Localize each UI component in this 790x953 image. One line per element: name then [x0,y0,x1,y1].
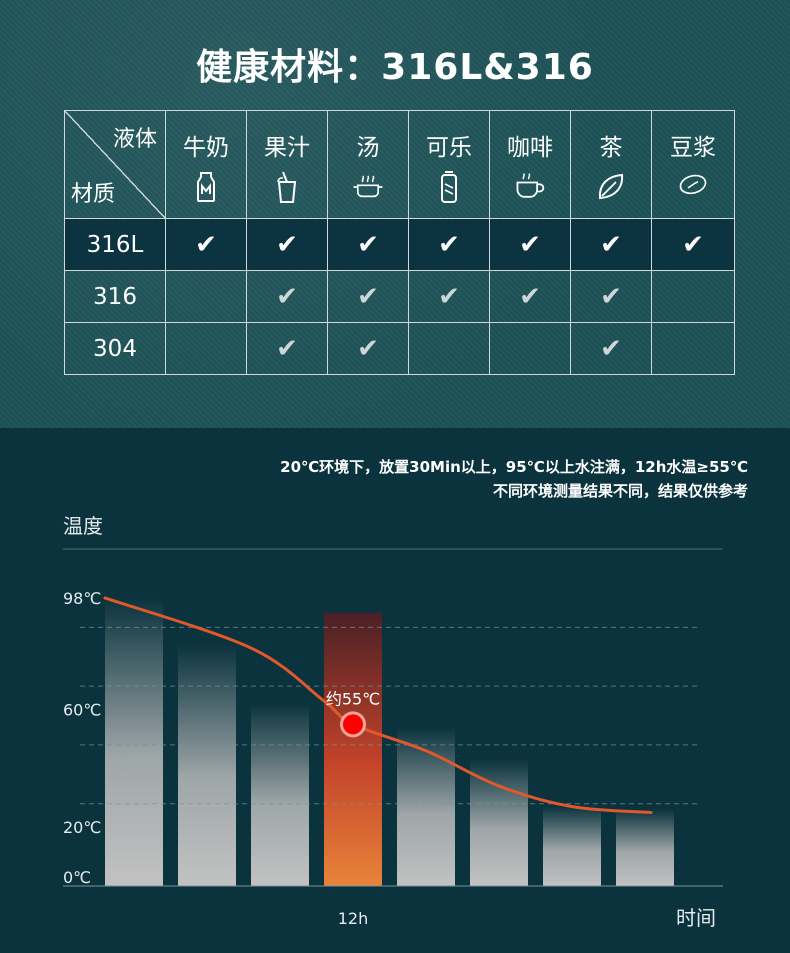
compat-cell: ✔ [408,270,490,323]
y-tick-label: 20℃ [63,818,101,837]
table-row: 316 ✔ ✔ ✔ ✔ ✔ [64,270,735,323]
test-condition-note: 20℃环境下，放置30Min以上，95℃以上水注满，12h水温≥55℃ [280,458,748,476]
liquid-column-header: 咖啡 [489,110,571,219]
compat-cell: ✔ [489,270,571,323]
compat-cell [651,322,735,375]
corner-label-material: 材质 [71,182,116,207]
bean-icon [676,170,710,204]
disclaimer-note: 不同环境测量结果不同，结果仅供参考 [492,482,748,500]
material-name: 304 [64,322,166,375]
liquid-name: 汤 [356,134,380,161]
compat-cell [408,322,490,375]
milk-bottle-icon [189,170,223,204]
checkmark-icon: ✔ [438,229,460,260]
checkmark-icon: ✔ [195,229,217,260]
checkmark-icon: ✔ [276,229,298,260]
y-tick-label: 98℃ [63,589,101,608]
page-title: 健康材料：316L&316 [196,47,594,88]
y-tick-label: 60℃ [63,701,101,720]
liquid-column-header: 可乐 [408,110,490,219]
compat-cell [489,322,571,375]
temperature-curve [103,596,653,815]
liquid-name: 豆浆 [670,134,716,161]
liquid-name: 茶 [599,134,623,161]
coffee-cup-icon [513,170,547,204]
material-name: 316 [64,270,166,323]
checkmark-icon: ✔ [600,229,622,260]
compat-cell [165,270,247,323]
material-name: 316L [64,218,166,271]
marker-dot [343,714,363,735]
liquid-name: 牛奶 [183,134,229,161]
y-tick-label: 0℃ [63,868,91,887]
bar-highlight [324,612,382,886]
compat-cell: ✔ [246,270,328,323]
corner-label-liquid: 液体 [112,127,157,152]
checkmark-icon: ✔ [357,229,379,260]
marker-label: 约55℃ [326,689,380,708]
checkmark-icon: ✔ [357,281,379,312]
compat-cell: ✔ [246,218,328,271]
checkmark-icon: ✔ [600,333,622,364]
compat-cell [165,322,247,375]
compat-cell: ✔ [246,322,328,375]
bar [105,597,163,886]
bar [178,644,236,886]
checkmark-icon: ✔ [357,333,379,364]
liquid-column-header: 茶 [570,110,652,219]
compat-cell: ✔ [327,218,409,271]
liquid-name: 咖啡 [507,134,553,161]
liquid-name: 果汁 [264,134,310,161]
liquid-column-header: 豆浆 [651,110,735,219]
liquid-column-header: 牛奶 [165,110,247,219]
soda-can-icon [432,170,466,204]
bar [251,703,309,886]
x-tick-label: 12h [338,909,369,928]
table-row: 304 ✔ ✔ ✔ [64,322,735,375]
chart-x-axis-title: 时间 [676,906,716,930]
table-header-row: 液体 材质 牛奶 果汁 汤 可乐 咖啡 茶 豆浆 [64,110,735,219]
checkmark-icon: ✔ [276,333,298,364]
checkmark-icon: ✔ [276,281,298,312]
checkmark-icon: ✔ [682,229,704,260]
compat-cell: ✔ [327,322,409,375]
bar [616,809,674,886]
table-row: 316L ✔ ✔ ✔ ✔ ✔ ✔ ✔ [64,218,735,271]
bar [470,759,528,886]
chart-y-axis-title: 温度 [63,514,103,538]
checkmark-icon: ✔ [600,281,622,312]
juice-cup-icon [270,170,304,204]
tea-leaf-icon [594,170,628,204]
liquid-name: 可乐 [426,134,472,161]
compat-cell: ✔ [327,270,409,323]
liquid-column-header: 汤 [327,110,409,219]
checkmark-icon: ✔ [438,281,460,312]
checkmark-icon: ✔ [519,229,541,260]
liquid-column-header: 果汁 [246,110,328,219]
compat-cell: ✔ [651,218,735,271]
soup-pot-icon [351,170,385,204]
bar [543,806,601,886]
checkmark-icon: ✔ [519,281,541,312]
compat-cell: ✔ [165,218,247,271]
compatibility-table: 液体 材质 牛奶 果汁汤可乐 咖啡茶豆浆 316L ✔ ✔ ✔ ✔ ✔ ✔ ✔ 316 ✔ ✔ ✔ ✔ ✔ 30… [64,110,735,375]
compat-cell: ✔ [570,322,652,375]
bar [397,727,455,886]
compat-cell: ✔ [570,270,652,323]
compat-cell: ✔ [570,218,652,271]
